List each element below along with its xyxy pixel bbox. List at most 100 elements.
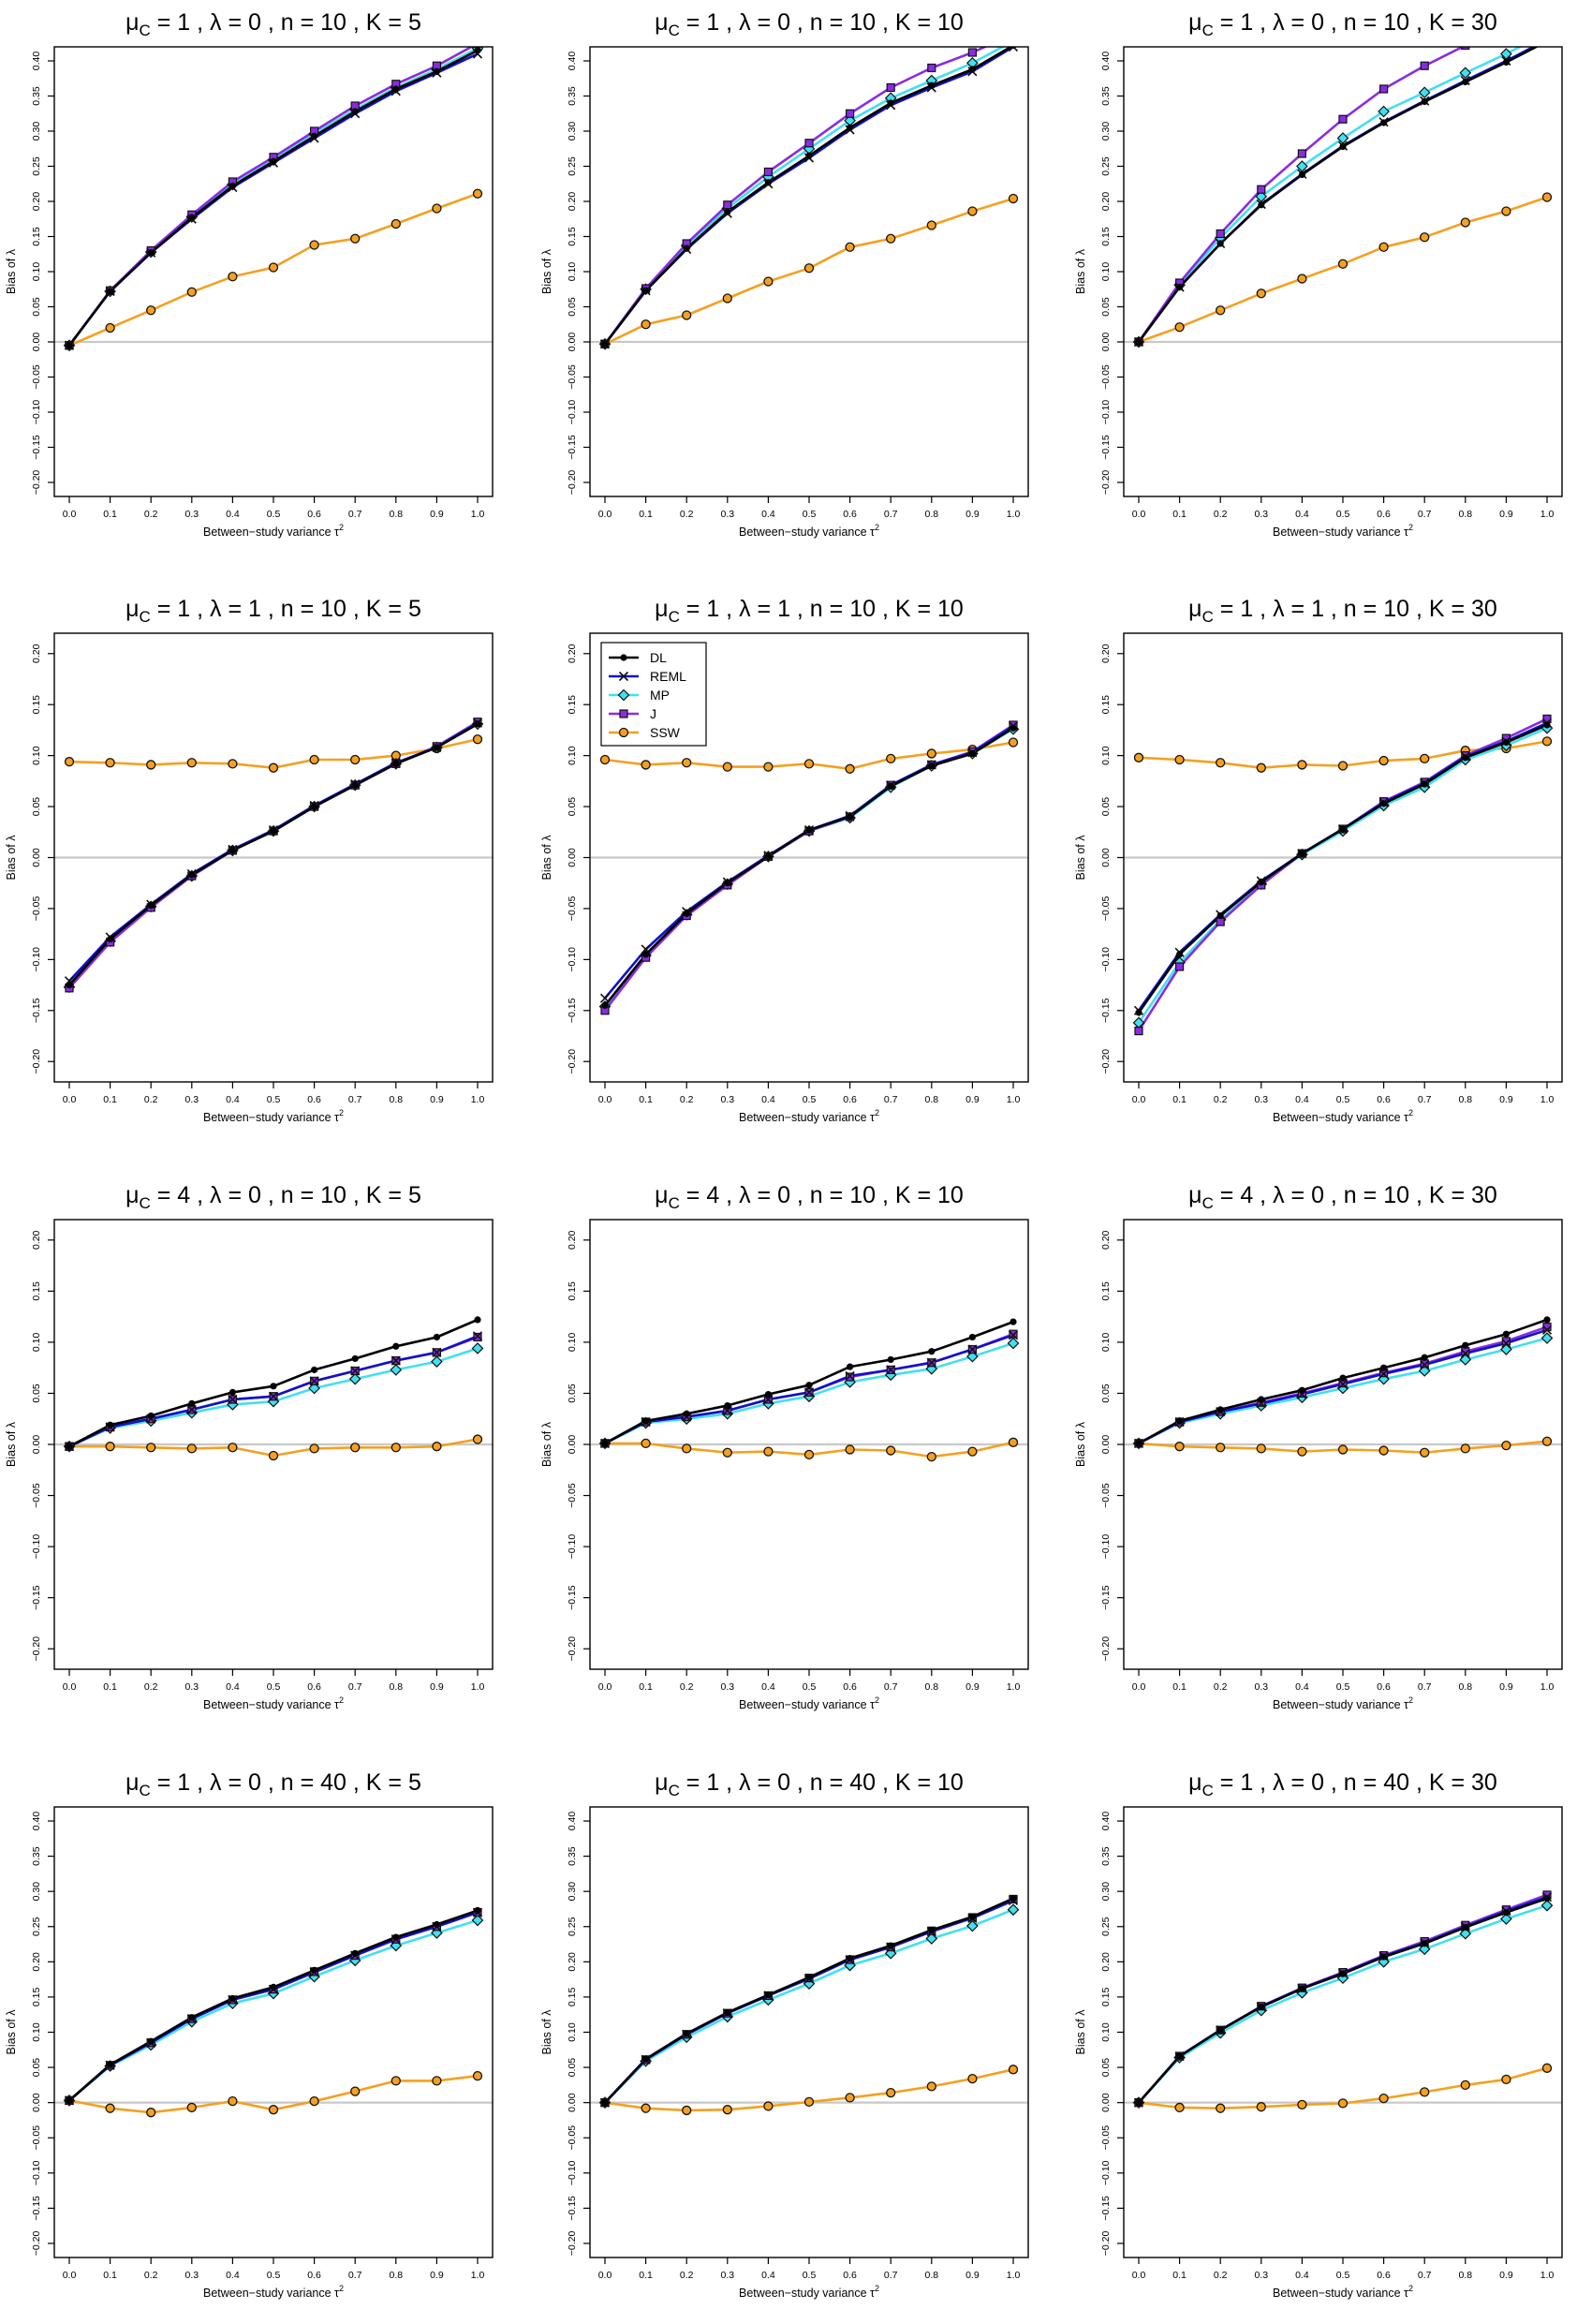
y-tick-label: −0.05: [1100, 896, 1112, 921]
x-tick-label: 0.4: [1295, 1094, 1309, 1105]
x-tick-label: 0.0: [598, 1094, 612, 1105]
data-point-ssw: [1541, 1436, 1553, 1446]
y-tick-label: 0.00: [1100, 1435, 1112, 1455]
data-point-reml: [228, 1394, 238, 1405]
data-point-dl: [1502, 58, 1510, 67]
y-tick-label: 0.05: [31, 2058, 42, 2078]
x-tick-label: 0.4: [1295, 1681, 1309, 1693]
y-tick-label: 0.15: [31, 1988, 42, 2007]
x-tick-label: 0.4: [226, 1094, 240, 1105]
data-point-ssw: [1256, 762, 1266, 773]
x-tick-label: 0.5: [803, 2270, 817, 2281]
data-point-ssw: [763, 2101, 774, 2111]
data-point-ssw: [722, 1447, 732, 1458]
data-point-j: [967, 48, 978, 57]
data-point-j: [1543, 9, 1551, 17]
data-point-dl: [805, 826, 813, 834]
data-point-dl: [642, 287, 650, 294]
data-point-dl: [1010, 724, 1017, 732]
data-point-ssw: [845, 242, 855, 252]
y-tick-label: 0.20: [1100, 1230, 1112, 1250]
data-point-ssw: [1256, 1443, 1266, 1454]
y-tick-label: 0.00: [31, 1435, 42, 1455]
y-tick-label: 0.10: [31, 1333, 42, 1353]
data-point-dl: [270, 157, 277, 165]
x-tick-label: 0.8: [924, 2270, 938, 2281]
x-tick-label: 0.0: [1132, 1681, 1146, 1693]
x-tick-label: 0.2: [144, 1094, 158, 1105]
data-point-ssw: [268, 1450, 279, 1461]
y-tick-label: 0.15: [1100, 1988, 1112, 2007]
data-point-ssw: [1216, 2103, 1226, 2113]
y-tick-label: −0.15: [567, 998, 578, 1023]
data-point-ssw: [803, 2096, 815, 2108]
data-point-reml: [1337, 1379, 1349, 1389]
y-tick-label: −0.20: [31, 470, 42, 496]
data-point-dl: [1258, 201, 1265, 209]
data-point-dl: [1502, 1909, 1510, 1917]
data-point-reml: [1008, 47, 1019, 52]
y-tick-label: −0.20: [31, 1049, 42, 1074]
x-tick-label: 0.7: [884, 1094, 898, 1105]
data-point-dl: [1502, 1330, 1510, 1338]
data-point-reml: [186, 1404, 197, 1414]
y-tick-label: 0.10: [567, 1333, 578, 1353]
x-tick-label: 0.7: [348, 1094, 362, 1105]
data-point-ssw: [1337, 1444, 1349, 1455]
data-point-reml: [763, 1394, 774, 1405]
x-axis-label: Between−study variance τ2: [203, 2284, 344, 2300]
chart-panel-4: −0.20−0.15−0.10−0.050.000.050.100.150.20…: [5, 596, 494, 1124]
data-point-dl: [1380, 1953, 1388, 1961]
y-tick-label: 0.10: [1100, 2022, 1112, 2042]
y-tick-label: 0.20: [567, 644, 578, 663]
y-tick-label: −0.20: [1100, 1636, 1112, 1662]
data-point-dl: [474, 1316, 481, 1324]
data-point-dl: [1010, 1895, 1017, 1902]
y-tick-label: 0.00: [31, 848, 42, 867]
data-point-dl: [764, 179, 773, 186]
y-tick-label: 0.35: [567, 1846, 578, 1866]
data-point-mp: [1500, 1343, 1512, 1355]
y-tick-label: −0.10: [567, 2160, 578, 2185]
data-point-ssw: [1378, 242, 1389, 252]
y-tick-label: 0.20: [567, 1230, 578, 1250]
chart-panel-8: −0.20−0.15−0.10−0.050.000.050.100.150.20…: [540, 1182, 1029, 1711]
data-point-ssw: [1297, 274, 1307, 284]
x-tick-label: 0.8: [1458, 2270, 1472, 2281]
x-tick-label: 0.9: [1499, 509, 1513, 520]
data-point-ssw: [1174, 2102, 1185, 2113]
data-point-ssw: [472, 188, 483, 199]
x-tick-label: 0.4: [761, 1094, 775, 1105]
data-point-dl: [928, 1926, 936, 1934]
y-tick-label: 0.15: [1100, 1281, 1112, 1301]
y-axis-label: Bias of λ: [5, 248, 18, 294]
data-point-dl: [1462, 754, 1469, 762]
data-point-ssw: [432, 2076, 442, 2086]
data-point-ssw: [967, 206, 978, 216]
data-point-dl: [683, 1410, 690, 1417]
data-point-mp: [1007, 1337, 1020, 1350]
data-point-ssw: [1501, 1440, 1511, 1451]
data-point-dl: [847, 813, 854, 821]
x-tick-label: 0.7: [1418, 1681, 1432, 1693]
data-point-ssw: [105, 2103, 115, 2113]
data-point-ssw: [886, 233, 896, 244]
x-axis-label: Between−study variance τ2: [1273, 523, 1413, 539]
data-point-ssw: [472, 2070, 483, 2081]
data-point-ssw: [268, 262, 279, 273]
x-tick-label: 0.5: [1336, 1681, 1350, 1693]
x-tick-label: 0.1: [1172, 1094, 1186, 1105]
data-point-ssw: [309, 754, 319, 765]
chart-panel-3: −0.20−0.15−0.10−0.050.000.050.100.150.20…: [1074, 9, 1563, 539]
data-point-mp: [1459, 1354, 1472, 1366]
data-point-reml: [803, 1387, 815, 1398]
x-tick-label: 0.9: [430, 2270, 444, 2281]
series-group: [63, 1906, 484, 2118]
data-point-ssw: [1174, 754, 1185, 765]
y-tick-label: 0.20: [1100, 644, 1112, 663]
data-point-ssw: [228, 759, 238, 769]
data-point-dl: [474, 47, 481, 54]
chart-title: μC = 1 , λ = 0 , n = 40 , K = 30: [1188, 1769, 1497, 1799]
data-point-ssw: [391, 1443, 401, 1453]
y-tick-label: 0.40: [1100, 52, 1112, 71]
